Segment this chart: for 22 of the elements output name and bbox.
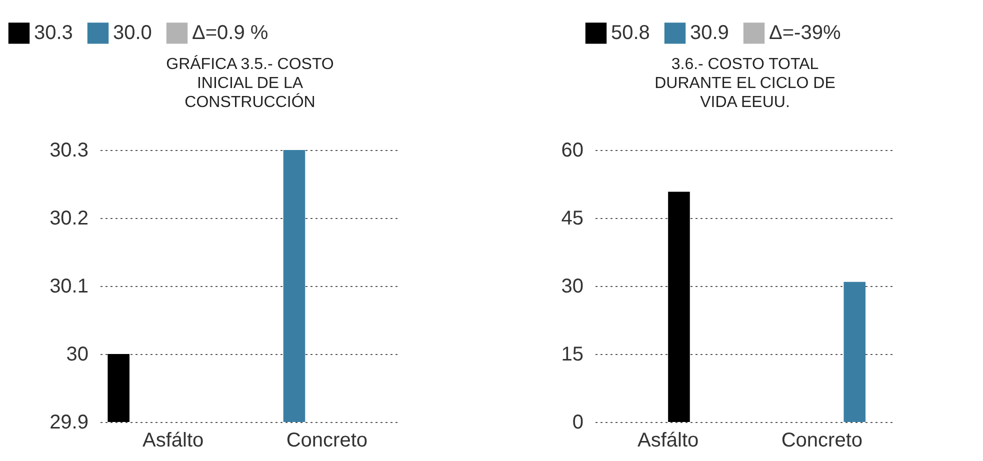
y-tick-label: 30.1 [50, 276, 88, 298]
y-tick-label: 30 [561, 276, 584, 298]
x-tick-label: Concreto [781, 430, 862, 452]
chart-title: GRÁFICA 3.5.- COSTO INICIAL DE LA CONSTRUCCIÓN [166, 55, 334, 111]
legend-label: Δ=-39% [769, 22, 841, 44]
y-tick-label: 30.2 [50, 208, 88, 230]
legend-label: 50.8 [611, 22, 650, 44]
y-tick-label: 45 [561, 208, 584, 230]
legend-label: Δ=0.9 % [192, 22, 268, 44]
x-tick-label: Asfálto [638, 430, 699, 452]
y-tick-label: 60 [561, 140, 584, 162]
legend-label: 30.0 [113, 22, 152, 44]
y-tick-label: 29.9 [50, 412, 88, 434]
legend-label: 30.3 [34, 22, 73, 44]
chart-title: 3.6.- COSTO TOTAL DURANTE EL CICLO DE VIDA EEUU. [654, 56, 836, 111]
y-tick-label: 30.3 [50, 140, 88, 162]
legend-label: 30.9 [690, 22, 729, 44]
y-tick-label: 30 [66, 344, 88, 366]
x-tick-label: Concreto [286, 430, 368, 452]
x-tick-label: Asfálto [142, 430, 204, 452]
y-tick-label: 0 [572, 412, 584, 434]
y-tick-label: 15 [561, 344, 584, 366]
